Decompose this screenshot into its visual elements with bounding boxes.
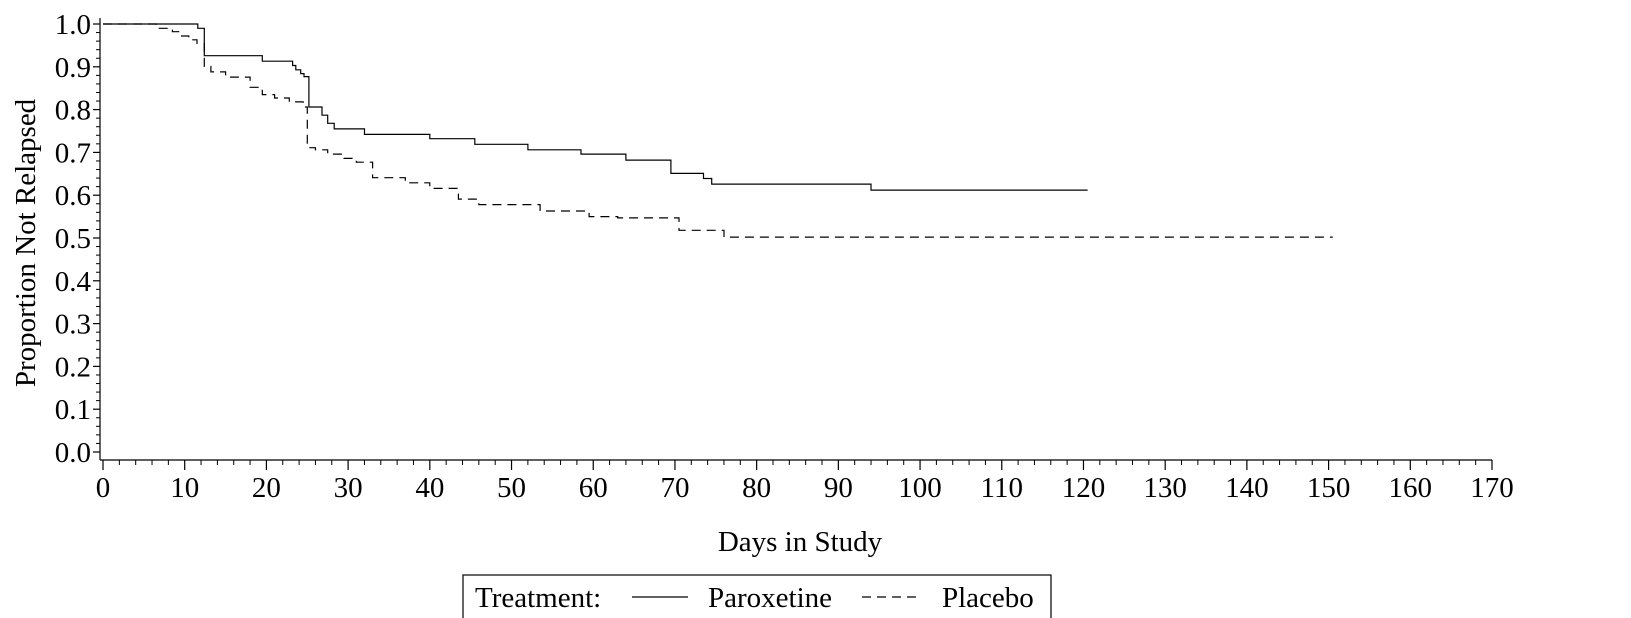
y-tick-label: 0.6: [55, 180, 91, 212]
x-tick-label: 50: [497, 472, 526, 504]
x-tick-label: 70: [660, 472, 689, 504]
x-tick-label: 60: [579, 472, 608, 504]
legend-label-placebo: Placebo: [942, 582, 1034, 614]
y-tick-label: 0.2: [55, 351, 91, 383]
legend-frame: [462, 574, 1052, 618]
y-tick-label: 0.1: [55, 394, 91, 426]
y-axis-title: Proportion Not Relapsed: [10, 98, 42, 387]
y-tick-label: 0.0: [55, 437, 91, 469]
x-tick-label: 150: [1307, 472, 1351, 504]
y-tick-label: 0.5: [55, 223, 91, 255]
legend-label-paroxetine: Paroxetine: [708, 582, 832, 614]
x-tick-label: 170: [1470, 472, 1514, 504]
x-tick-label: 90: [824, 472, 853, 504]
x-tick-label: 130: [1143, 472, 1187, 504]
y-tick-label: 1.0: [55, 9, 91, 41]
x-tick-label: 30: [334, 472, 363, 504]
x-tick-label: 110: [981, 472, 1023, 504]
axes-group: 0.0 0.1 0.2 0.3 0.4 0.5 0.6 0.7 0.8 0.9 1.0 0 10 20 30…: [55, 9, 1514, 504]
series-line-paroxetine: [103, 23, 1088, 191]
series-group: [103, 23, 1333, 238]
x-tick-label: 20: [252, 472, 281, 504]
y-tick-label: 0.9: [55, 52, 91, 84]
y-tick-label: 0.7: [55, 137, 91, 169]
x-tick-label: 140: [1225, 472, 1269, 504]
x-tick-label: 120: [1062, 472, 1106, 504]
x-tick-label: 160: [1389, 472, 1433, 504]
x-tick-label: 10: [170, 472, 199, 504]
series-line-placebo: [103, 23, 1333, 238]
x-tick-label: 40: [415, 472, 444, 504]
axis-titles: Days in Study Proportion Not Relapsed: [10, 98, 883, 558]
y-tick-label: 0.3: [55, 309, 91, 341]
x-tick-label: 100: [898, 472, 942, 504]
x-tick-label: 80: [742, 472, 771, 504]
x-axis-title: Days in Study: [718, 526, 883, 558]
x-tick-label: 0: [96, 472, 111, 504]
y-tick-label: 0.4: [55, 266, 92, 298]
y-tick-label: 0.8: [55, 95, 91, 127]
legend: Treatment: Paroxetine Placebo: [462, 574, 1052, 618]
legend-title: Treatment:: [475, 582, 601, 614]
